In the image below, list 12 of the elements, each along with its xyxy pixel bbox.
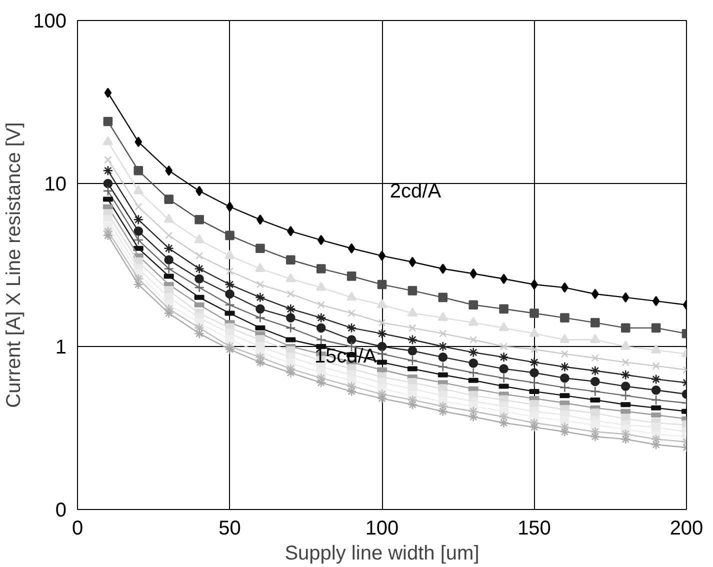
annotation: 2cd/A (390, 180, 442, 202)
x-tick-label: 0 (72, 518, 84, 540)
x-tick-label: 100 (365, 518, 399, 540)
y-tick-label: 0 (55, 500, 66, 522)
x-tick-label: 200 (670, 518, 704, 540)
x-tick-label: 150 (518, 518, 551, 540)
y-tick-label: 100 (33, 10, 67, 32)
y-axis-title: Current [A] X Line resistance [V] (3, 122, 26, 408)
x-axis-title: Supply line width [um] (284, 542, 480, 564)
y-tick-label: 1 (55, 336, 66, 358)
y-tick-label: 10 (44, 174, 67, 196)
x-tick-label: 50 (218, 518, 241, 540)
